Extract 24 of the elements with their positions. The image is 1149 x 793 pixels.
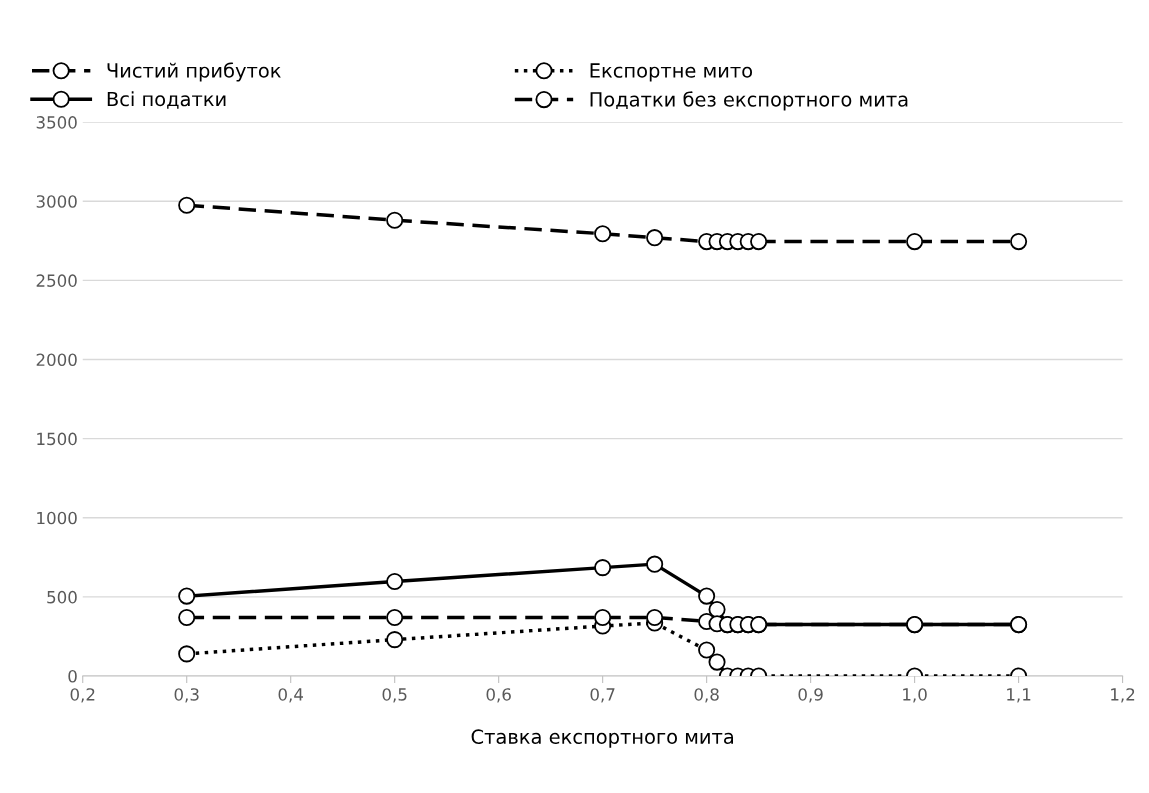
y-tick-label: 1500 bbox=[37, 432, 77, 446]
x-tick-label: 0,7 bbox=[590, 688, 615, 703]
x-tick-label: 1,0 bbox=[903, 688, 927, 703]
x-tick-label: 0,8 bbox=[694, 688, 719, 703]
x-tick-label: 0,2 bbox=[70, 688, 95, 703]
x-tick-label: 0,5 bbox=[382, 688, 407, 703]
y-tick-label: 0 bbox=[68, 669, 77, 683]
x-tick-label: 1,2 bbox=[1111, 688, 1135, 703]
x-tick-label: 0,3 bbox=[174, 688, 199, 703]
y-tick-label: 3500 bbox=[36, 116, 77, 129]
x-tick-label: 0,9 bbox=[798, 688, 823, 703]
y-tick-label: 500 bbox=[47, 590, 77, 604]
y-tick-label: 2500 bbox=[36, 274, 77, 287]
legend-label: Всі податки bbox=[107, 91, 226, 109]
x-axis-title: Ставка експортного мита bbox=[471, 729, 734, 748]
x-tick-label: 0,6 bbox=[486, 688, 511, 703]
legend-label: Податки без експортного мита bbox=[590, 91, 908, 111]
legend-label: Чистий прибуток bbox=[107, 62, 281, 82]
x-tick-label: 1,1 bbox=[1007, 688, 1031, 703]
y-tick-label: 2000 bbox=[36, 353, 77, 367]
legend-label: Експортне мито bbox=[590, 63, 753, 82]
y-tick-label: 1000 bbox=[37, 511, 77, 525]
x-tick-label: 0,4 bbox=[278, 688, 304, 703]
y-tick-label: 3000 bbox=[36, 195, 77, 208]
